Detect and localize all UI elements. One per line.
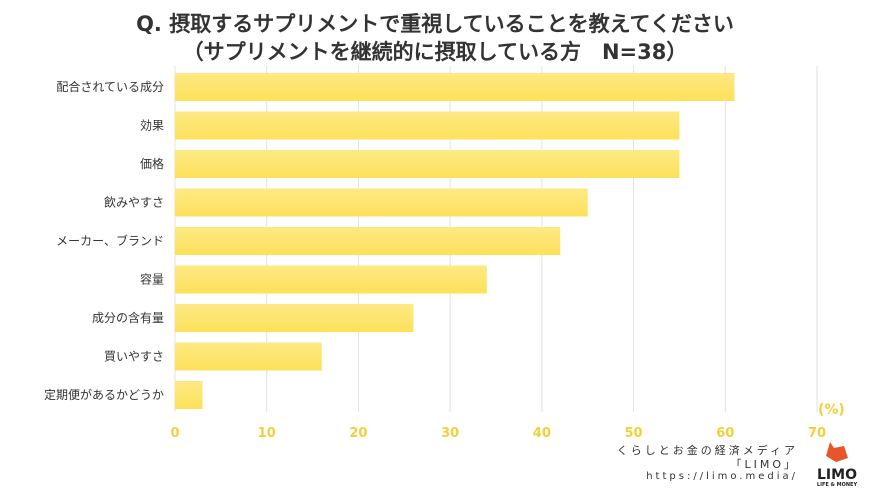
bar [175,304,414,332]
category-label: 成分の含有量 [92,310,164,325]
limo-logo: LIMO LIFE & MONEY [812,440,862,488]
category-label: メーカー、ブランド [56,233,164,248]
x-tick-label: 0 [170,426,179,441]
category-label: 配合されている成分 [56,79,164,94]
category-label: 効果 [140,118,164,133]
chart-title: Q. 摂取するサプリメントで重視していることを教えてください [136,12,734,36]
x-tick-label: 70 [808,426,826,441]
x-tick-label: 10 [258,426,276,441]
x-tick-label: 60 [716,426,734,441]
logo-text: LIMO [817,467,857,483]
bar [175,150,680,178]
credit-url: https://limo.media/ [646,471,798,482]
chart-subtitle: （サプリメントを継続的に摂取している方 N=38） [182,40,688,64]
fox-icon [826,442,848,462]
bar [175,111,680,140]
bar [175,265,487,294]
category-label: 定期便があるかどうか [44,387,164,402]
bar [175,188,588,217]
x-tick-label: 40 [533,426,551,441]
unit-label: (%) [818,402,845,418]
x-tick-label: 20 [349,426,367,441]
x-tick-label: 30 [441,426,459,441]
category-label: 容量 [140,272,164,287]
credit-line1: くらしとお金の経済メディア [616,444,798,457]
logo-subtext: LIFE & MONEY [816,482,858,488]
category-label: 飲みやすさ [104,195,164,210]
credit-line2: 「LIMO」 [730,458,798,471]
x-tick-label: 50 [625,426,643,441]
bar [175,381,203,409]
category-label: 買いやすさ [104,350,164,364]
bar [175,73,735,101]
category-label: 価格 [140,156,164,171]
bar [175,342,322,371]
bar [175,227,561,255]
